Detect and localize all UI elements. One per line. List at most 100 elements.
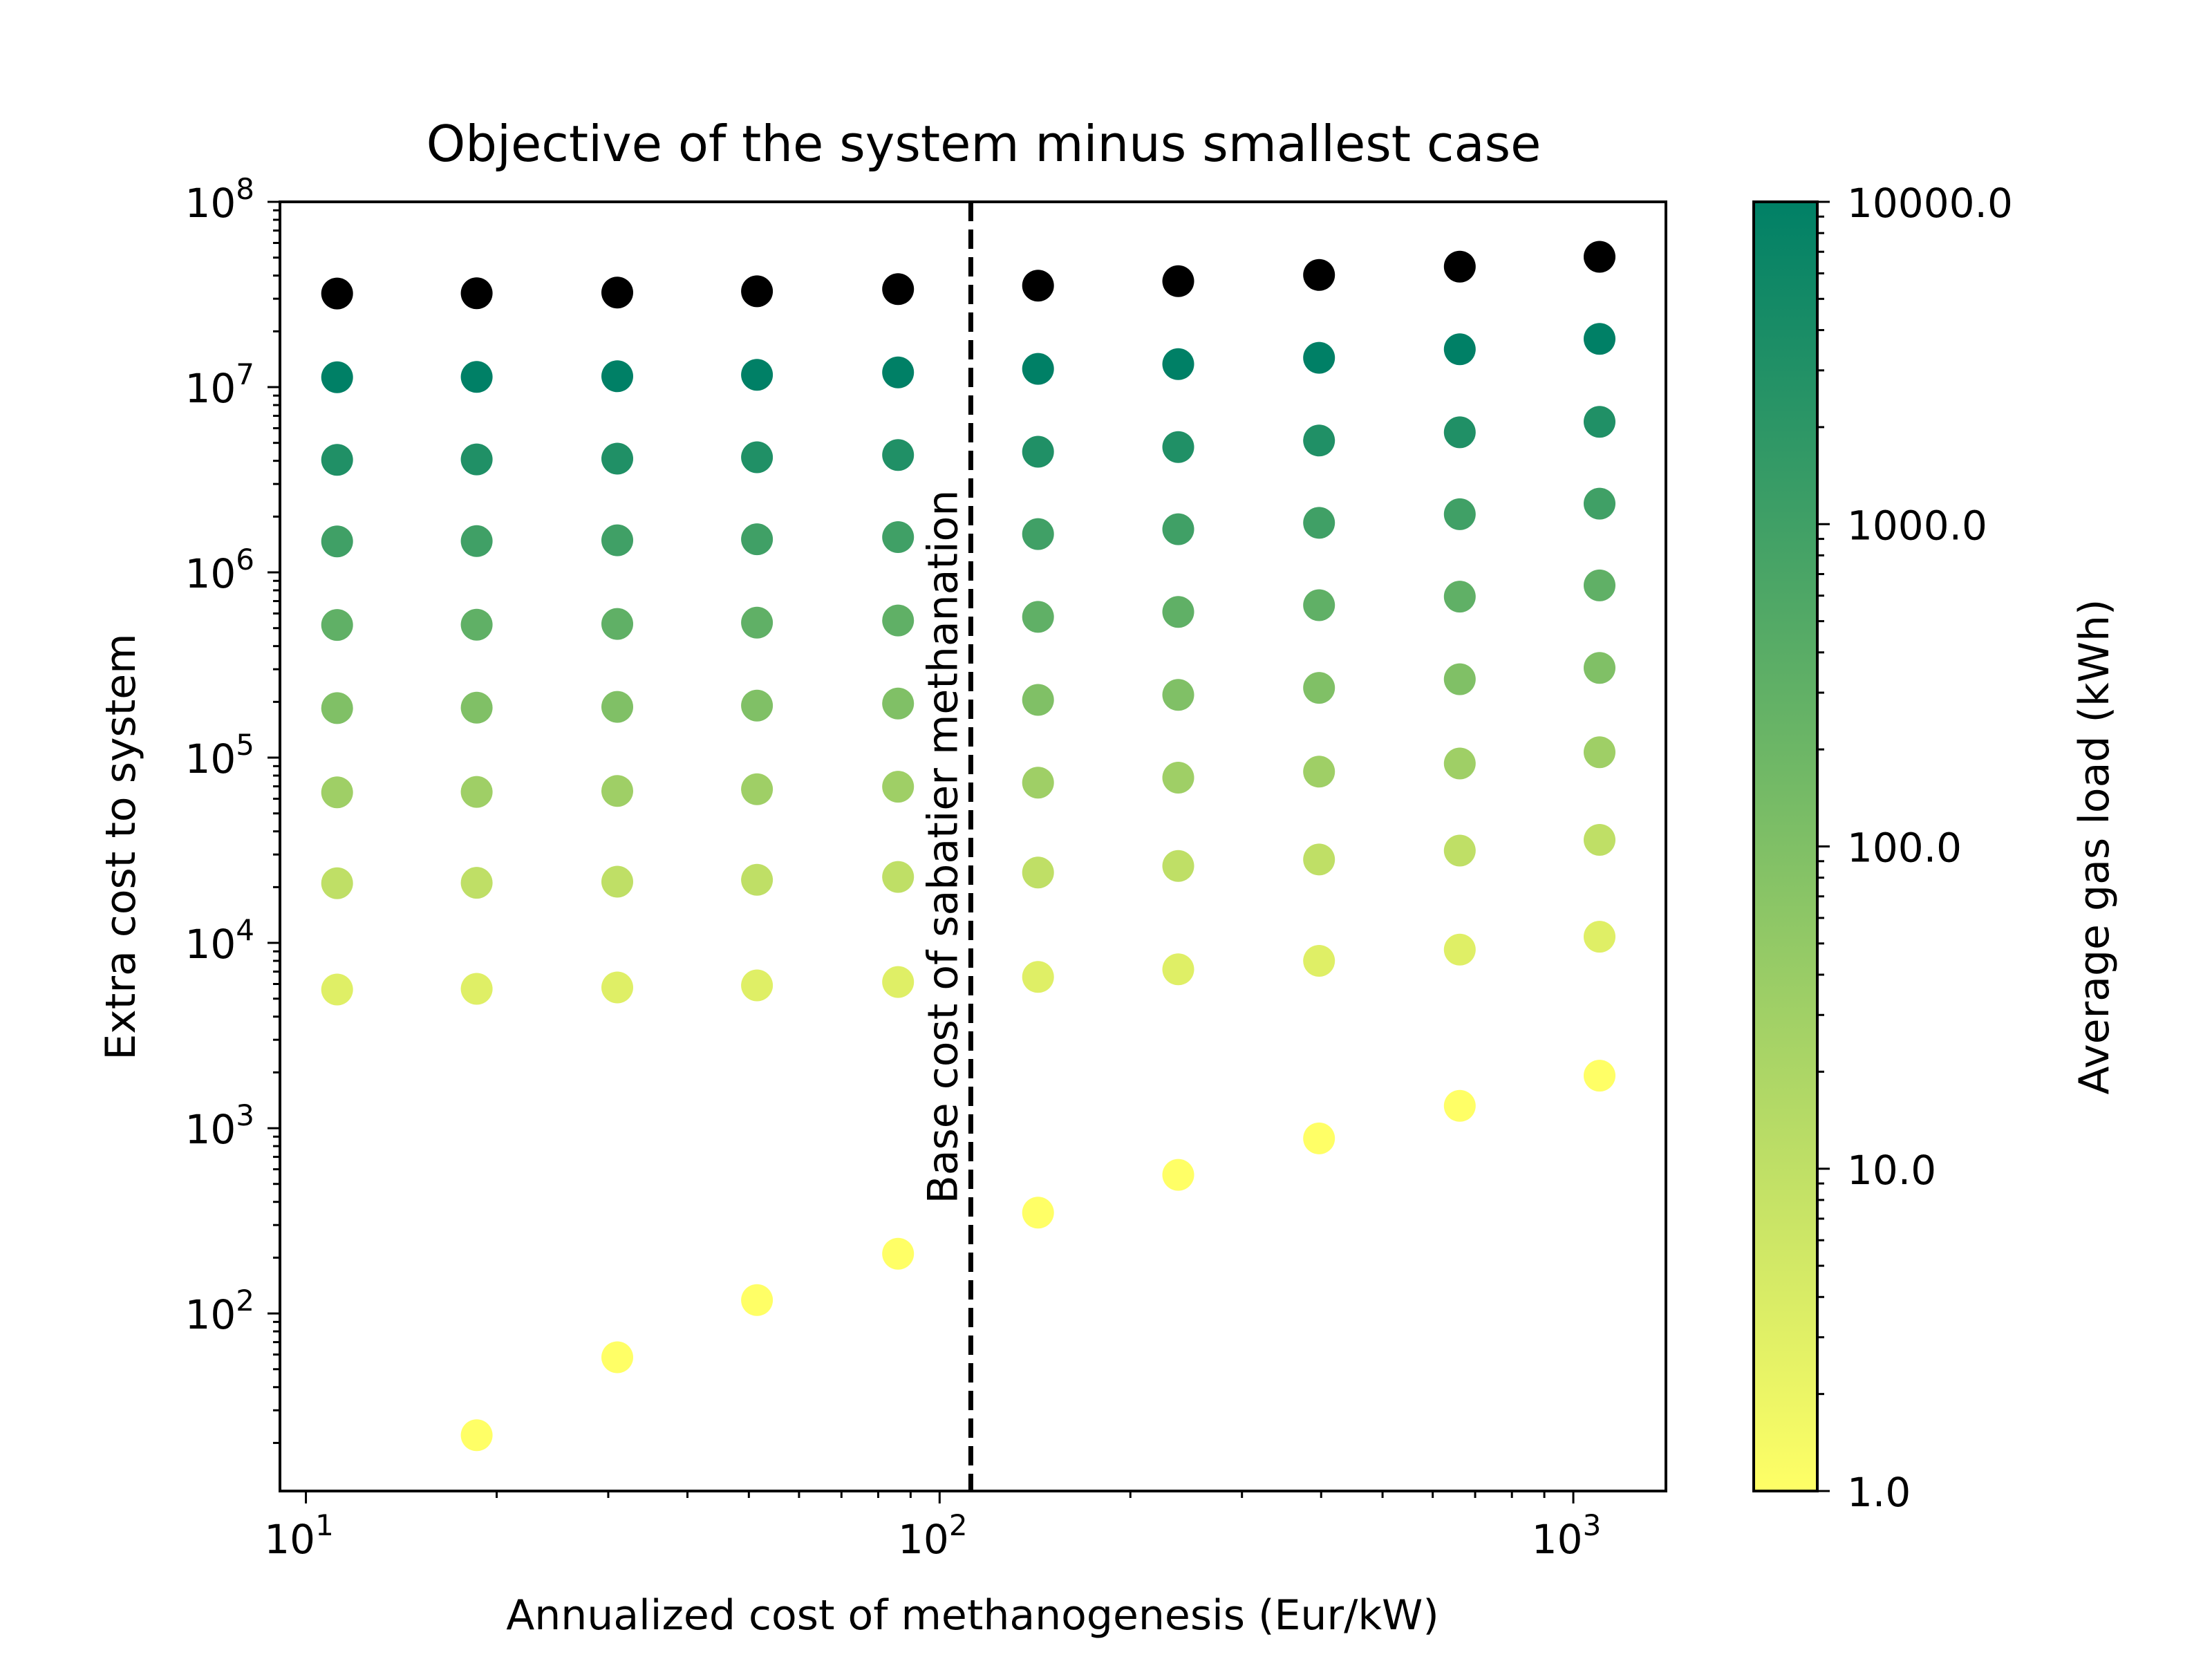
data-point: [1584, 241, 1615, 273]
data-point: [1443, 333, 1476, 366]
data-point: [1584, 652, 1615, 684]
data-point: [321, 692, 353, 724]
colorbar-gradient: [1752, 200, 1819, 1492]
chart-title: Objective of the system minus smallest c…: [427, 115, 1541, 173]
data-point: [1303, 1122, 1335, 1154]
colorbar-tick-label: 1.0: [1847, 1469, 1911, 1516]
x-tick-label: 101: [264, 1508, 334, 1563]
data-point: [1584, 487, 1615, 520]
data-point: [1022, 435, 1054, 468]
data-point: [1443, 933, 1476, 966]
data-point: [1443, 747, 1476, 780]
y-tick-label: 104: [185, 913, 254, 968]
data-point: [1162, 850, 1194, 882]
data-point: [1162, 596, 1194, 628]
data-point: [1584, 1060, 1615, 1092]
y-tick-label: 107: [185, 357, 254, 412]
data-point: [741, 523, 774, 556]
y-tick-label: 108: [185, 172, 254, 227]
data-point: [741, 863, 774, 896]
reference-line-group: Base cost of sabatier methanation: [919, 202, 973, 1491]
data-point: [1022, 353, 1054, 385]
data-point: [1162, 1159, 1194, 1191]
data-point: [1584, 921, 1615, 953]
data-point: [741, 275, 774, 308]
data-point: [460, 867, 493, 899]
data-point: [882, 687, 915, 720]
data-point: [601, 524, 633, 556]
y-tick-label: 105: [185, 728, 254, 782]
data-point: [1303, 507, 1335, 539]
colorbar-ticks: 1.0 10.0 100.0 1000.0 10000.0: [1817, 180, 2013, 1516]
data-point: [741, 689, 774, 722]
data-point: [882, 771, 915, 803]
data-point: [882, 439, 915, 471]
data-point: [741, 773, 774, 805]
colorbar: 1.0 10.0 100.0 1000.0 10000.0 Average gas lo…: [1752, 180, 2119, 1516]
data-point: [1022, 767, 1054, 799]
data-point: [1303, 341, 1335, 374]
data-point: [1303, 259, 1335, 291]
data-point: [321, 361, 353, 393]
data-point: [882, 273, 915, 306]
reference-line-label: Base cost of sabatier methanation: [919, 490, 967, 1204]
data-point: [601, 1341, 633, 1374]
colorbar-tick-label: 10000.0: [1847, 180, 2013, 227]
y-tick-label: 106: [185, 543, 254, 597]
data-point: [460, 277, 493, 310]
data-point: [882, 966, 915, 998]
data-point: [882, 356, 915, 388]
colorbar-label: Average gas load (kWh): [2070, 599, 2119, 1095]
data-point: [601, 360, 633, 393]
data-point: [1584, 736, 1615, 769]
data-point: [1022, 856, 1054, 889]
colorbar-tick-label: 100.0: [1847, 825, 1962, 872]
data-point: [601, 775, 633, 807]
data-point: [1022, 270, 1054, 302]
data-point: [460, 1419, 493, 1452]
data-point: [1022, 961, 1054, 993]
data-point: [741, 969, 774, 1002]
data-point: [1584, 323, 1615, 355]
data-point: [321, 867, 353, 899]
data-point: [460, 691, 493, 724]
data-point: [1303, 589, 1335, 621]
data-point: [1584, 824, 1615, 856]
data-point: [321, 776, 353, 809]
y-tick-label: 103: [185, 1098, 254, 1153]
data-point: [460, 525, 493, 557]
data-point: [460, 443, 493, 476]
data-point: [1022, 684, 1054, 716]
data-point: [601, 276, 633, 309]
data-point: [1162, 762, 1194, 794]
data-point: [601, 442, 633, 475]
data-point: [321, 609, 353, 641]
data-point: [1303, 672, 1335, 704]
data-point: [1584, 406, 1615, 438]
data-point: [1162, 348, 1194, 380]
x-tick-label: 102: [898, 1508, 968, 1563]
plot-area: Base cost of sabatier methanation: [279, 200, 1667, 1492]
data-point: [321, 973, 353, 1006]
data-point: [1162, 953, 1194, 986]
x-axis: 101 102 103: [264, 1491, 1601, 1563]
data-point: [1303, 843, 1335, 876]
data-point: [601, 971, 633, 1004]
y-axis-label: Extra cost to system: [97, 633, 145, 1060]
data-point: [1303, 945, 1335, 977]
data-point: [1162, 679, 1194, 711]
data-point: [741, 1284, 774, 1316]
data-point: [460, 361, 493, 393]
data-point: [1162, 265, 1194, 297]
x-axis-label: Annualized cost of methanogenesis (Eur/k…: [506, 1591, 1439, 1640]
data-point: [601, 865, 633, 898]
y-tick-label: 102: [185, 1284, 254, 1338]
data-point: [1443, 498, 1476, 530]
data-point: [460, 776, 493, 808]
data-point: [1022, 518, 1054, 550]
data-point: [882, 861, 915, 893]
data-point: [460, 973, 493, 1005]
data-point: [321, 444, 353, 476]
data-point: [1584, 569, 1615, 601]
